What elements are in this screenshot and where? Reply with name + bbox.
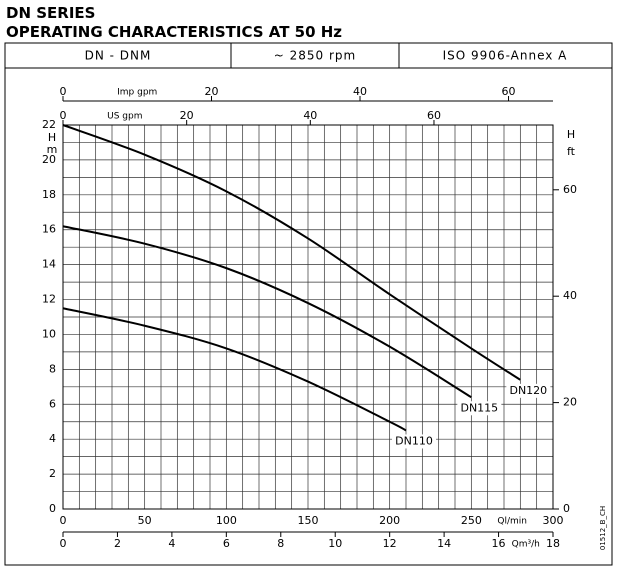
y-tick-label: 22: [42, 118, 56, 131]
y-tick-label: 10: [42, 327, 56, 340]
secondary-tick-label: 14: [437, 537, 451, 550]
y2-axis-unit: ft: [567, 145, 576, 158]
y2-tick-label: 60: [563, 183, 577, 196]
secondary-tick-label: 8: [277, 537, 284, 550]
secondary-tick-label: 12: [383, 537, 397, 550]
frame: [4, 42, 613, 566]
y-axis-unit: m: [47, 143, 58, 156]
y-tick-label: 20: [42, 153, 56, 166]
x-tick-label: 50: [138, 514, 152, 527]
secondary-axis-label: Imp gpm: [117, 88, 157, 98]
y-tick-label: 0: [49, 502, 56, 515]
curve-label-bg: [457, 401, 502, 416]
secondary-tick-label: 20: [205, 85, 219, 98]
secondary-tick-label: 10: [328, 537, 342, 550]
x-tick-label: 150: [298, 514, 319, 527]
secondary-tick-label: 16: [492, 537, 506, 550]
curve: [62, 307, 407, 432]
chart-title: OPERATING CHARACTERISTICS AT 50 Hz: [6, 23, 342, 41]
plot-border: [62, 124, 554, 510]
curve: [62, 124, 521, 381]
y-tick-label: 12: [42, 293, 56, 306]
code: 01512_B_CH: [599, 506, 607, 550]
x-tick-label: 0: [60, 514, 67, 527]
x-axis-label: Ql/min: [497, 517, 527, 527]
secondary-tick-label: 40: [353, 85, 367, 98]
y-tick-label: 8: [49, 362, 56, 375]
y-axis-label: H: [48, 131, 56, 144]
secondary-tick-label: 60: [502, 85, 516, 98]
header-cell: DN - DNM: [85, 49, 152, 63]
curve-label: DN115: [460, 401, 498, 414]
secondary-tick-label: 0: [60, 537, 67, 550]
x-tick-label: 200: [379, 514, 400, 527]
secondary-tick-label: 18: [546, 537, 560, 550]
secondary-tick-label: 4: [168, 537, 175, 550]
x-tick-label: 100: [216, 514, 237, 527]
curve-label-bg: [506, 383, 551, 398]
y2-tick-label: 20: [563, 396, 577, 409]
y2-tick-label: 40: [563, 289, 577, 302]
curve: [62, 225, 472, 399]
y-tick-label: 6: [49, 397, 56, 410]
secondary-tick-label: 6: [223, 537, 230, 550]
secondary-tick-label: 0: [60, 85, 67, 98]
secondary-tick-label: 20: [180, 109, 194, 122]
secondary-tick-label: 60: [427, 109, 441, 122]
y2-axis-label: H: [567, 128, 575, 141]
y-tick-label: 16: [42, 223, 56, 236]
secondary-tick-label: 2: [114, 537, 121, 550]
curve-label: DN110: [395, 434, 433, 447]
secondary-axis-label: Qm³/h: [512, 540, 540, 550]
secondary-tick-label: 40: [303, 109, 317, 122]
curve-label: DN120: [509, 384, 547, 397]
curve-label-bg: [392, 434, 436, 449]
secondary-tick-label: 0: [60, 109, 67, 122]
series-title: DN SERIES: [6, 4, 95, 22]
header-cell: ISO 9906-Annex A: [443, 49, 568, 63]
y2-tick-label: 0: [563, 502, 570, 515]
secondary-axis-label: US gpm: [107, 112, 142, 122]
y-tick-label: 4: [49, 432, 56, 445]
y-tick-label: 18: [42, 188, 56, 201]
header-cell: ~ 2850 rpm: [274, 49, 356, 63]
x-tick-label: 250: [461, 514, 482, 527]
y-tick-label: 2: [49, 467, 56, 480]
y-tick-label: 14: [42, 258, 56, 271]
x-tick-label: 300: [543, 514, 564, 527]
